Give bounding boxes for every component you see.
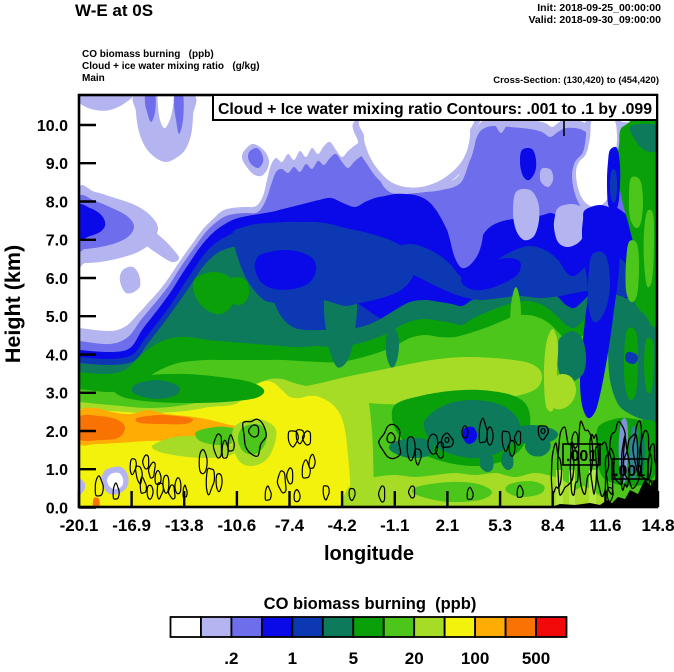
svg-text:-20.1: -20.1: [60, 516, 99, 535]
svg-text:8.4: 8.4: [541, 516, 565, 535]
svg-text:5.3: 5.3: [488, 516, 512, 535]
svg-text:Init: 2018-09-25_00:00:00: Init: 2018-09-25_00:00:00: [537, 2, 661, 14]
svg-text:.001: .001: [614, 463, 645, 480]
svg-text:11.6: 11.6: [589, 516, 621, 535]
svg-text:CO biomass burning (ppb): CO biomass burning (ppb): [82, 49, 214, 60]
svg-text:5.0: 5.0: [46, 309, 68, 326]
svg-text:8.0: 8.0: [46, 194, 68, 211]
svg-text:Cross-Section: (130,420) to (4: Cross-Section: (130,420) to (454,420): [493, 75, 659, 86]
svg-text:W-E at 0S: W-E at 0S: [75, 1, 153, 20]
svg-text:-16.9: -16.9: [112, 516, 151, 535]
svg-text:6.0: 6.0: [46, 271, 68, 288]
svg-text:20: 20: [405, 649, 424, 667]
svg-text:0.0: 0.0: [46, 500, 68, 517]
svg-text:2.1: 2.1: [436, 516, 460, 535]
svg-text:longitude: longitude: [324, 543, 414, 565]
svg-text:4.0: 4.0: [46, 347, 68, 364]
svg-text:Cloud + Ice water mixing ratio: Cloud + Ice water mixing ratio Contours:…: [218, 101, 652, 118]
svg-text:-1.1: -1.1: [380, 516, 409, 535]
svg-text:500: 500: [522, 649, 550, 667]
svg-text:Height (km): Height (km): [1, 245, 25, 363]
svg-text:10.0: 10.0: [37, 118, 68, 135]
svg-text:-7.4: -7.4: [275, 516, 305, 535]
svg-text:.2: .2: [224, 649, 238, 667]
svg-text:2.0: 2.0: [46, 424, 68, 441]
svg-text:-10.6: -10.6: [218, 516, 257, 535]
svg-text:Cloud + ice water mixing ratio: Cloud + ice water mixing ratio (g/kg): [82, 61, 260, 72]
svg-text:1.0: 1.0: [46, 462, 68, 479]
svg-text:1: 1: [288, 649, 297, 667]
svg-text:Main: Main: [82, 73, 105, 84]
svg-text:-4.2: -4.2: [327, 516, 356, 535]
svg-text:-13.8: -13.8: [165, 516, 204, 535]
svg-text:.001: .001: [566, 448, 597, 465]
svg-text:5: 5: [349, 649, 358, 667]
svg-text:14.8: 14.8: [641, 516, 674, 535]
svg-text:7.0: 7.0: [46, 233, 68, 250]
svg-text:Valid: 2018-09-30_09:00:00: Valid: 2018-09-30_09:00:00: [528, 14, 661, 26]
svg-text:100: 100: [461, 649, 489, 667]
svg-text:CO biomass burning (ppb): CO biomass burning (ppb): [264, 595, 477, 613]
svg-text:3.0: 3.0: [46, 386, 68, 403]
svg-text:9.0: 9.0: [46, 156, 68, 173]
